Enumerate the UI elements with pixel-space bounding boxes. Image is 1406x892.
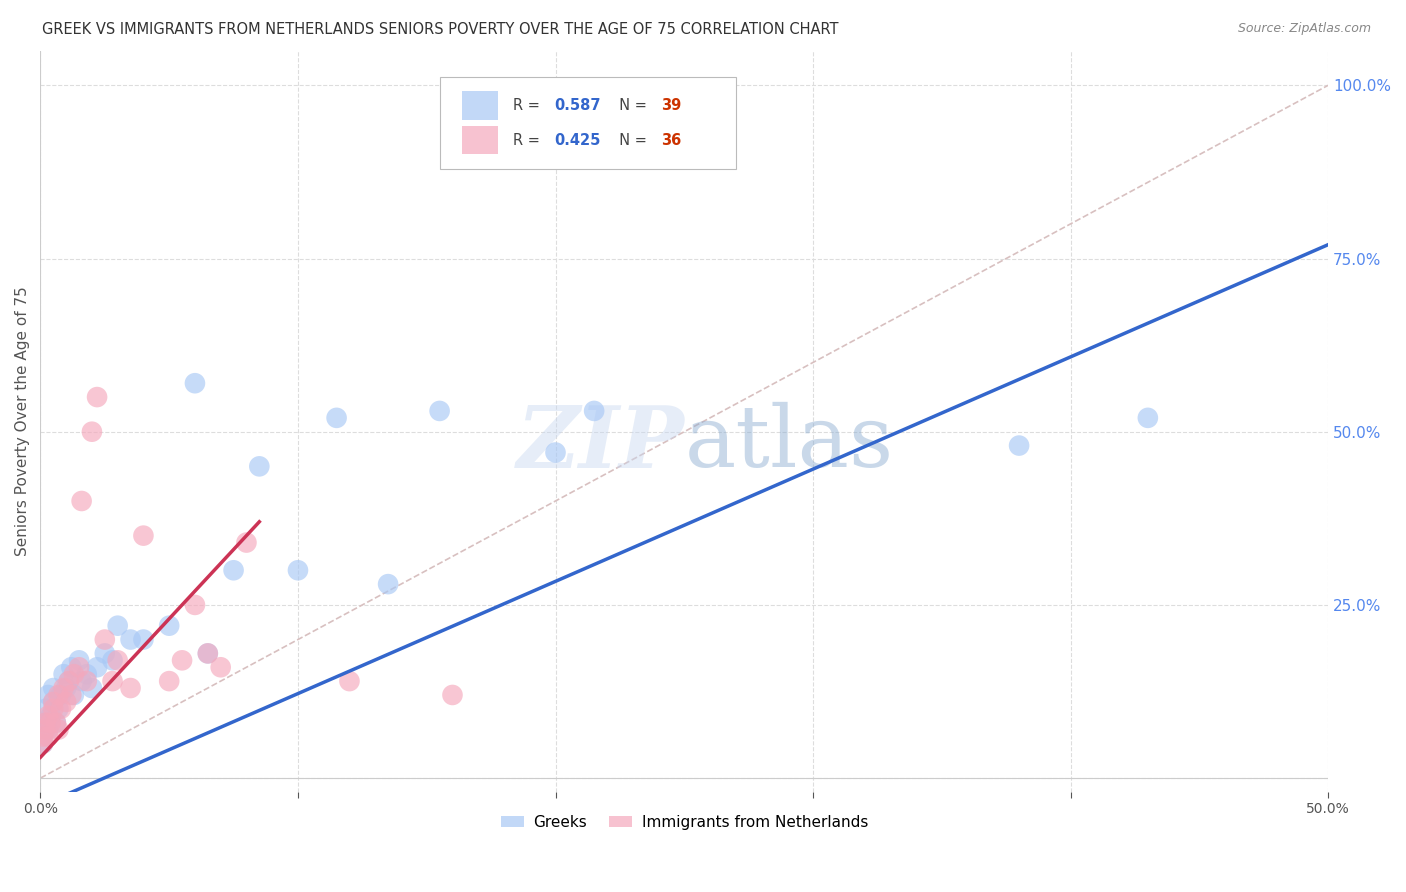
Point xyxy=(76,674,98,689)
Point xyxy=(583,404,606,418)
Text: 39: 39 xyxy=(661,98,682,113)
Point xyxy=(37,730,59,744)
Legend: Greeks, Immigrants from Netherlands: Greeks, Immigrants from Netherlands xyxy=(495,809,875,836)
Point xyxy=(42,695,65,709)
Point xyxy=(34,723,56,737)
Point xyxy=(48,702,70,716)
Point xyxy=(42,695,65,709)
Point xyxy=(197,647,219,661)
Point xyxy=(60,688,83,702)
Point xyxy=(48,723,70,737)
Point xyxy=(42,702,65,716)
Point xyxy=(132,632,155,647)
Point xyxy=(55,695,77,709)
Text: ZIP: ZIP xyxy=(516,401,685,485)
Point xyxy=(60,660,83,674)
Point xyxy=(94,647,117,661)
Point xyxy=(101,674,124,689)
Point xyxy=(52,667,75,681)
Point xyxy=(37,723,59,737)
Text: Source: ZipAtlas.com: Source: ZipAtlas.com xyxy=(1237,22,1371,36)
Point xyxy=(34,715,56,730)
Point xyxy=(63,688,86,702)
Point xyxy=(55,681,77,695)
Point xyxy=(86,390,108,404)
Point xyxy=(39,715,62,730)
Point xyxy=(86,660,108,674)
Point xyxy=(235,535,257,549)
Point xyxy=(34,715,56,730)
Point xyxy=(32,736,55,750)
Point xyxy=(67,660,90,674)
Text: atlas: atlas xyxy=(685,402,893,485)
Point xyxy=(32,730,55,744)
Point xyxy=(107,618,129,632)
Point xyxy=(325,410,347,425)
Point xyxy=(58,674,80,689)
Point xyxy=(107,653,129,667)
Point xyxy=(132,528,155,542)
Y-axis label: Seniors Poverty Over the Age of 75: Seniors Poverty Over the Age of 75 xyxy=(15,286,30,557)
Point xyxy=(120,681,142,695)
Point xyxy=(157,618,180,632)
Point xyxy=(37,688,59,702)
Point xyxy=(67,653,90,667)
Point xyxy=(1136,410,1159,425)
Point xyxy=(184,598,207,612)
Point xyxy=(441,688,464,702)
Point xyxy=(209,660,232,674)
Text: R =: R = xyxy=(513,98,544,113)
Point xyxy=(287,563,309,577)
Point xyxy=(34,702,56,716)
Point xyxy=(247,459,270,474)
Point xyxy=(76,667,98,681)
Point xyxy=(37,708,59,723)
Point xyxy=(157,674,180,689)
Text: 36: 36 xyxy=(661,133,682,148)
Point xyxy=(339,674,361,689)
Point xyxy=(32,736,55,750)
Point xyxy=(70,674,93,689)
Point xyxy=(45,715,67,730)
Text: N =: N = xyxy=(610,98,651,113)
Point xyxy=(52,681,75,695)
Point xyxy=(49,688,72,702)
Text: R =: R = xyxy=(513,133,544,148)
Point xyxy=(120,632,142,647)
FancyBboxPatch shape xyxy=(461,92,498,120)
Point xyxy=(70,494,93,508)
Point xyxy=(101,653,124,667)
Point xyxy=(197,647,219,661)
Point xyxy=(1008,439,1031,453)
Point xyxy=(49,702,72,716)
Point xyxy=(222,563,245,577)
FancyBboxPatch shape xyxy=(440,77,735,169)
Text: 0.587: 0.587 xyxy=(554,98,600,113)
Point xyxy=(170,653,193,667)
Point xyxy=(39,708,62,723)
Point xyxy=(80,425,103,439)
Point xyxy=(58,674,80,689)
Text: N =: N = xyxy=(610,133,651,148)
Point xyxy=(94,632,117,647)
Point xyxy=(63,667,86,681)
Point xyxy=(48,688,70,702)
FancyBboxPatch shape xyxy=(461,127,498,154)
Text: GREEK VS IMMIGRANTS FROM NETHERLANDS SENIORS POVERTY OVER THE AGE OF 75 CORRELAT: GREEK VS IMMIGRANTS FROM NETHERLANDS SEN… xyxy=(42,22,839,37)
Point xyxy=(42,681,65,695)
Point xyxy=(429,404,451,418)
Point xyxy=(80,681,103,695)
Text: 0.425: 0.425 xyxy=(554,133,600,148)
Point xyxy=(45,715,67,730)
Point xyxy=(377,577,399,591)
Point xyxy=(184,376,207,391)
Point xyxy=(544,445,567,459)
